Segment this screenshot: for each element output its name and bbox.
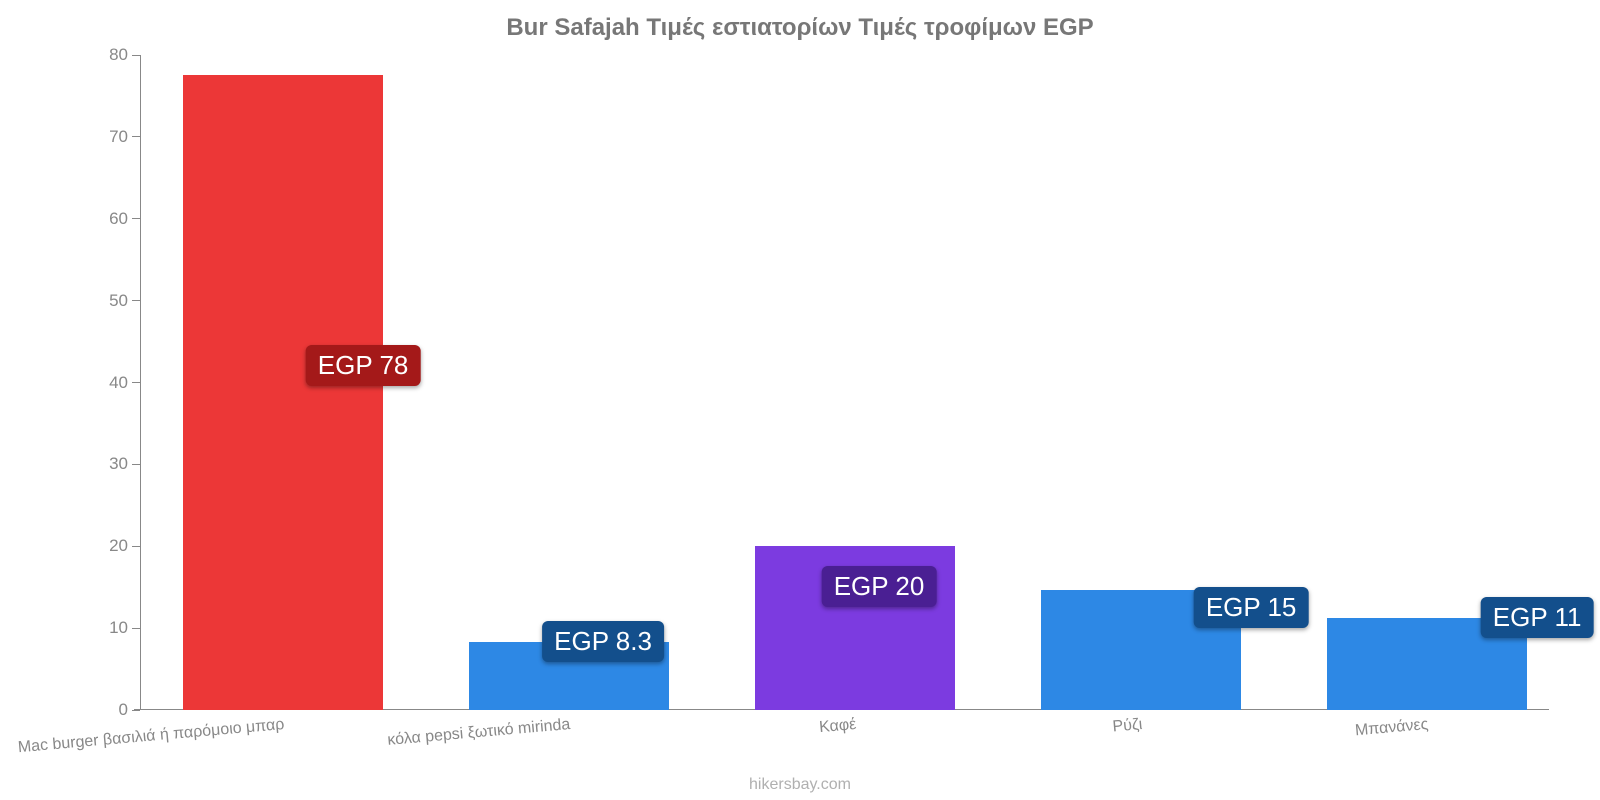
y-tick-label: 70: [109, 127, 128, 147]
plot-area: EGP 78EGP 8.3EGP 20EGP 15EGP 11 01020304…: [140, 55, 1570, 710]
y-tick-label: 30: [109, 454, 128, 474]
x-tick-label: Ρύζι: [1111, 710, 1143, 737]
y-tick: [132, 300, 140, 301]
y-tick: [132, 710, 140, 711]
y-tick-label: 80: [109, 45, 128, 65]
bars-container: EGP 78EGP 8.3EGP 20EGP 15EGP 11: [140, 55, 1570, 710]
watermark: hikersbay.com: [0, 776, 1600, 794]
value-label: EGP 8.3: [542, 621, 664, 662]
value-label: EGP 11: [1481, 597, 1594, 638]
x-tick-label: Καφέ: [818, 710, 857, 737]
y-tick: [132, 218, 140, 219]
y-tick: [132, 382, 140, 383]
value-label: EGP 15: [1194, 587, 1309, 628]
y-tick: [132, 136, 140, 137]
y-tick-label: 40: [109, 373, 128, 393]
y-tick: [132, 464, 140, 465]
value-label: EGP 78: [306, 345, 421, 386]
y-tick-label: 0: [119, 700, 128, 720]
price-chart: Bur Safajah Τιμές εστιατορίων Τιμές τροφ…: [0, 0, 1600, 800]
y-tick-label: 50: [109, 291, 128, 311]
y-tick-label: 60: [109, 209, 128, 229]
x-tick-label: Mac burger βασιλιά ή παρόμοιο μπαρ: [17, 710, 285, 757]
bar: [183, 75, 383, 710]
x-tick-label: Μπανάνες: [1354, 710, 1429, 740]
y-tick-label: 10: [109, 618, 128, 638]
y-tick: [132, 628, 140, 629]
y-tick: [132, 55, 140, 56]
x-tick-label: κόλα pepsi ξωτικό mirinda: [386, 710, 571, 750]
y-tick-label: 20: [109, 536, 128, 556]
y-tick: [132, 546, 140, 547]
chart-title: Bur Safajah Τιμές εστιατορίων Τιμές τροφ…: [0, 14, 1600, 42]
value-label: EGP 20: [822, 566, 937, 607]
